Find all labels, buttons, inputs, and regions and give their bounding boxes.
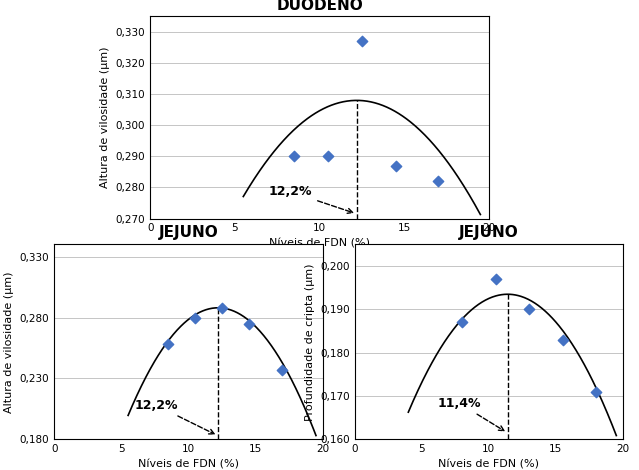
Text: 12,2%: 12,2% [269, 185, 353, 213]
Y-axis label: Altura de vilosidade (μm): Altura de vilosidade (μm) [100, 47, 110, 188]
Text: 12,2%: 12,2% [135, 399, 214, 434]
Point [457, 319, 467, 326]
X-axis label: Níveis de FDN (%): Níveis de FDN (%) [269, 239, 370, 249]
Point [591, 388, 601, 396]
Point [433, 178, 443, 185]
Point [390, 162, 401, 170]
Point [357, 38, 367, 45]
Title: JEJUNO: JEJUNO [459, 226, 519, 241]
Title: JEJUNO: JEJUNO [158, 226, 219, 241]
Point [524, 306, 534, 313]
Point [491, 275, 501, 283]
Point [244, 320, 254, 328]
Y-axis label: Profundidade de cripta (μm): Profundidade de cripta (μm) [305, 263, 314, 421]
Point [277, 366, 288, 374]
X-axis label: Níveis de FDN (%): Níveis de FDN (%) [438, 460, 539, 470]
Point [164, 341, 174, 348]
Text: 11,4%: 11,4% [438, 397, 504, 431]
Point [323, 153, 333, 160]
Point [558, 336, 568, 344]
Point [217, 304, 227, 312]
Point [190, 314, 201, 321]
Title: DUODENO: DUODENO [276, 0, 363, 13]
Y-axis label: Altura de vilosidade (μm): Altura de vilosidade (μm) [4, 271, 14, 413]
Point [289, 153, 299, 160]
X-axis label: Níveis de FDN (%): Níveis de FDN (%) [138, 460, 239, 470]
